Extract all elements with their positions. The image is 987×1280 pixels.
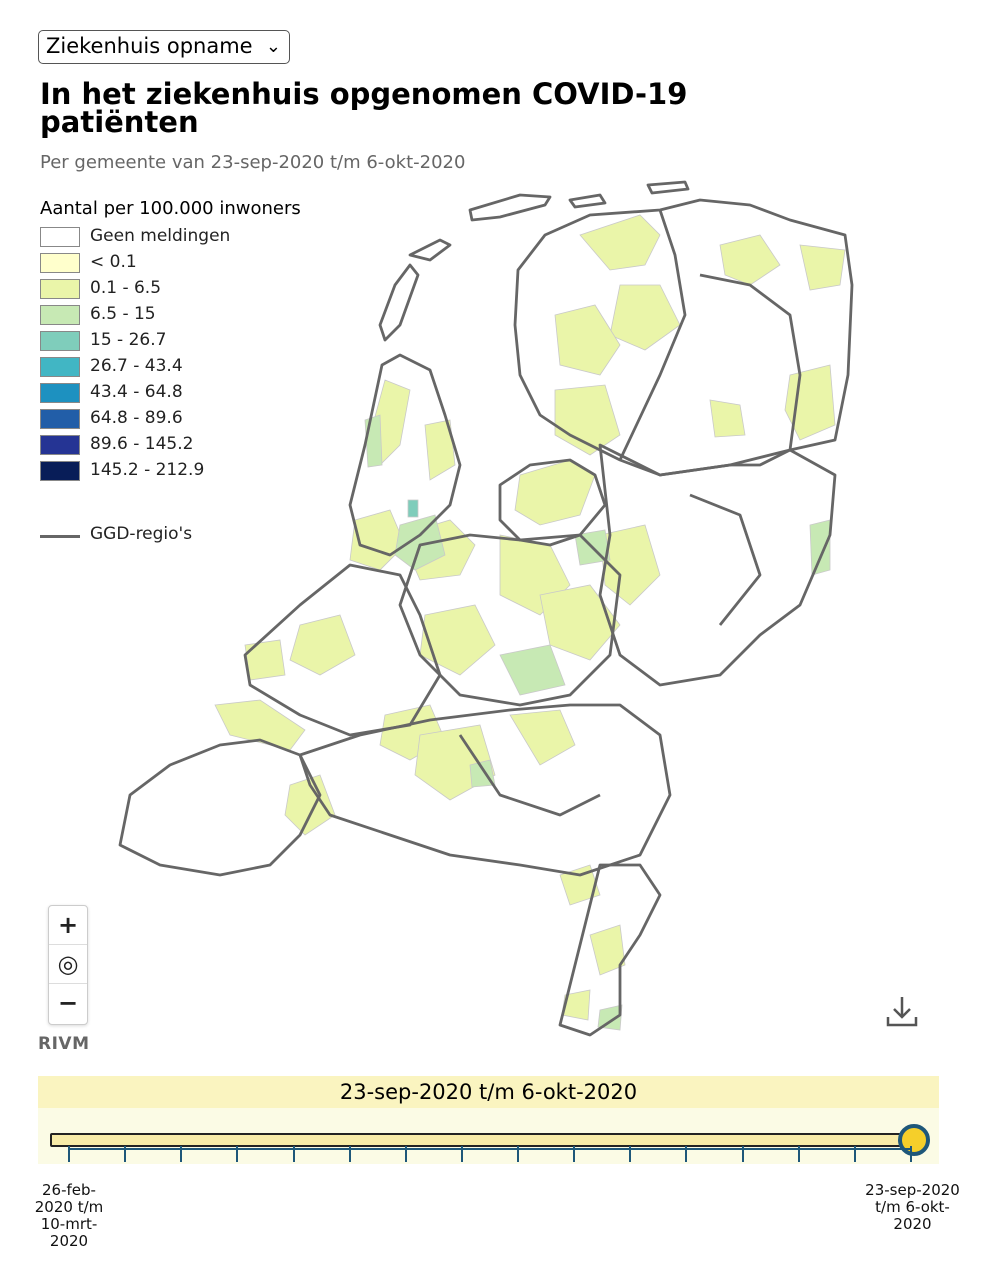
legend-item: 6.5 - 15: [40, 304, 301, 331]
timeline-tick: [404, 1146, 407, 1162]
zoom-controls: + ◎ −: [48, 905, 88, 1025]
timeline-slider[interactable]: [38, 1108, 939, 1164]
legend-swatch: [40, 279, 80, 299]
timeline-end-label: 23-sep-2020 t/m 6-okt-2020: [865, 1181, 960, 1233]
legend-label: 145.2 - 212.9: [90, 460, 205, 480]
timeline-tick: [853, 1146, 856, 1162]
attribution-logo: RIVM: [38, 1034, 90, 1054]
slider-handle[interactable]: [898, 1124, 930, 1156]
legend-swatch: [40, 409, 80, 429]
legend-swatch: [40, 461, 80, 481]
timeline-tick: [910, 1146, 912, 1162]
timeline-tick: [180, 1146, 183, 1162]
legend-item: 0.1 - 6.5: [40, 278, 301, 305]
legend-label: 15 - 26.7: [90, 330, 167, 350]
legend-item: Geen meldingen: [40, 226, 301, 253]
timeline-tick: [573, 1146, 576, 1162]
download-icon[interactable]: [884, 993, 920, 1029]
legend-swatch: [40, 253, 80, 273]
legend-swatch: [40, 331, 80, 351]
locate-button[interactable]: ◎: [49, 945, 87, 984]
legend: Aantal per 100.000 inwoners Geen melding…: [40, 198, 301, 487]
page-title: In het ziekenhuis opgenomen COVID-19 pat…: [40, 77, 688, 139]
timeline-tick: [292, 1146, 295, 1162]
timeline-tick: [685, 1146, 688, 1162]
timeline-tick: [348, 1146, 351, 1162]
netherlands-map[interactable]: [100, 175, 870, 1045]
timeline-tick: [236, 1146, 239, 1162]
legend-label: 43.4 - 64.8: [90, 382, 183, 402]
legend-label: 6.5 - 15: [90, 304, 156, 324]
ggd-line-swatch: [40, 535, 80, 538]
legend-swatch: [40, 383, 80, 403]
legend-label: < 0.1: [90, 252, 137, 272]
zoom-out-button[interactable]: −: [57, 989, 79, 1017]
legend-swatch: [40, 227, 80, 247]
legend-item: 26.7 - 43.4: [40, 356, 301, 383]
timeline-tick: [68, 1146, 70, 1162]
legend-swatch: [40, 435, 80, 455]
timeline-tick: [629, 1146, 632, 1162]
legend-label: Geen meldingen: [90, 226, 231, 246]
zoom-in-button[interactable]: +: [49, 906, 87, 945]
legend-item: 15 - 26.7: [40, 330, 301, 357]
legend-title: Aantal per 100.000 inwoners: [40, 198, 301, 219]
timeline-tick: [517, 1146, 520, 1162]
legend-item: < 0.1: [40, 252, 301, 279]
legend-item: 145.2 - 212.9: [40, 460, 301, 487]
chevron-down-icon: ⌄: [265, 36, 281, 57]
current-period-label: 23-sep-2020 t/m 6-okt-2020: [38, 1076, 939, 1108]
legend-swatch: [40, 305, 80, 325]
page-subtitle: Per gemeente van 23-sep-2020 t/m 6-okt-2…: [40, 152, 466, 173]
legend-ggd-label: GGD-regio's: [90, 524, 193, 544]
island-texel: [379, 264, 419, 341]
legend-label: 89.6 - 145.2: [90, 434, 194, 454]
timeline-tick: [797, 1146, 800, 1162]
legend-label: 26.7 - 43.4: [90, 356, 183, 376]
timeline-tick: [460, 1146, 463, 1162]
legend-label: 64.8 - 89.6: [90, 408, 183, 428]
measure-select[interactable]: Ziekenhuis opname ⌄: [38, 30, 290, 64]
timeline-tick: [741, 1146, 744, 1162]
legend-item: 43.4 - 64.8: [40, 382, 301, 409]
timeline-tick: [124, 1146, 127, 1162]
legend-item: 89.6 - 145.2: [40, 434, 301, 461]
legend-item: 64.8 - 89.6: [40, 408, 301, 435]
legend-label: 0.1 - 6.5: [90, 278, 162, 298]
legend-swatch: [40, 357, 80, 377]
timeline-axis: [68, 1148, 911, 1150]
timeline-start-label: 26-feb-2020 t/m 10-mrt-2020: [34, 1181, 104, 1250]
slider-track[interactable]: [50, 1133, 925, 1147]
measure-select-value: Ziekenhuis opname: [46, 34, 253, 58]
